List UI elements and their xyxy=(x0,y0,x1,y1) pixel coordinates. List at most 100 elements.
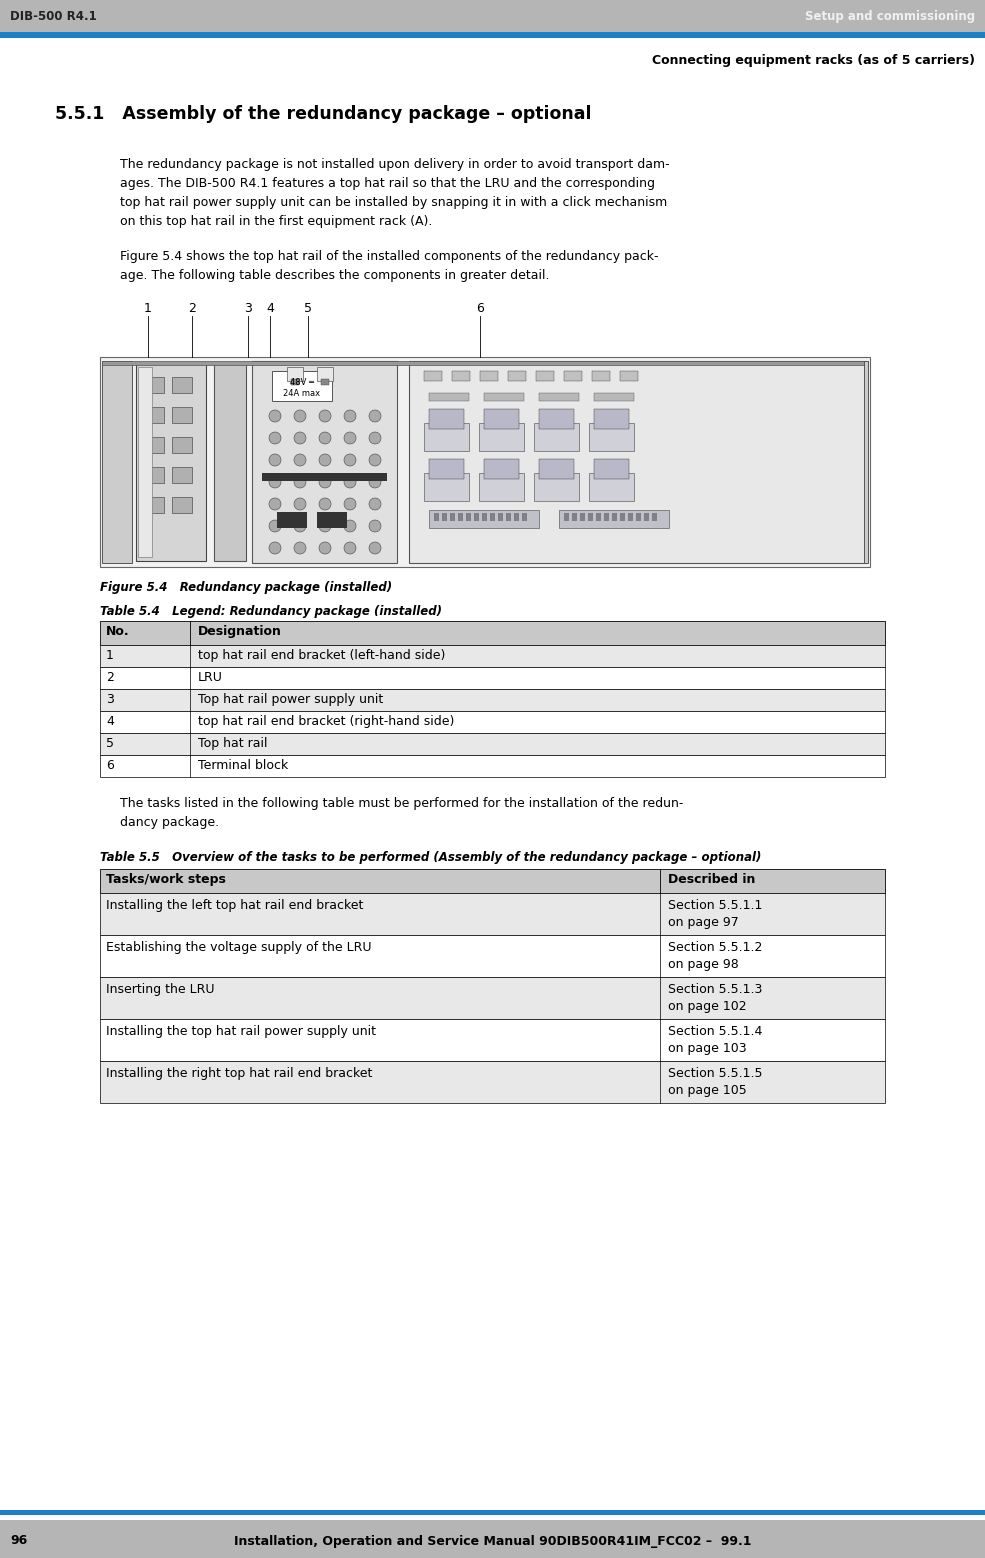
Circle shape xyxy=(319,410,331,422)
Circle shape xyxy=(344,453,356,466)
Bar xyxy=(604,513,609,520)
Text: on page 103: on page 103 xyxy=(668,1042,747,1055)
Bar xyxy=(172,436,192,453)
Bar xyxy=(144,436,164,453)
Bar xyxy=(429,393,469,400)
Bar xyxy=(539,410,574,428)
Text: The redundancy package is not installed upon delivery in order to avoid transpor: The redundancy package is not installed … xyxy=(120,157,670,171)
Bar xyxy=(252,361,397,562)
Bar xyxy=(484,393,524,400)
Text: age. The following table describes the components in greater detail.: age. The following table describes the c… xyxy=(120,270,550,282)
Bar xyxy=(594,393,634,400)
Bar xyxy=(592,371,610,382)
Bar xyxy=(272,371,332,400)
Bar xyxy=(442,513,447,520)
Circle shape xyxy=(369,499,381,509)
Text: Described in: Described in xyxy=(668,872,755,887)
Bar xyxy=(479,474,524,502)
Text: dancy package.: dancy package. xyxy=(120,816,219,829)
Text: 24A max: 24A max xyxy=(284,390,320,397)
Bar xyxy=(172,407,192,424)
Bar xyxy=(534,424,579,450)
Bar xyxy=(506,513,511,520)
Bar xyxy=(100,645,885,667)
Bar xyxy=(636,513,641,520)
Bar xyxy=(172,377,192,393)
Circle shape xyxy=(319,542,331,555)
Circle shape xyxy=(344,477,356,488)
Text: Figure 5.4 shows the top hat rail of the installed components of the redundancy : Figure 5.4 shows the top hat rail of the… xyxy=(120,249,659,263)
Bar xyxy=(480,371,498,382)
Circle shape xyxy=(369,410,381,422)
Circle shape xyxy=(294,477,306,488)
Bar xyxy=(0,1521,985,1558)
Text: 2: 2 xyxy=(188,302,196,315)
Bar xyxy=(100,622,885,645)
Text: DIB-500 R4.1: DIB-500 R4.1 xyxy=(10,9,97,22)
Bar xyxy=(262,474,387,481)
Circle shape xyxy=(369,542,381,555)
Bar xyxy=(291,379,299,385)
Circle shape xyxy=(369,432,381,444)
Text: on this top hat rail in the first equipment rack (A).: on this top hat rail in the first equipm… xyxy=(120,215,432,227)
Circle shape xyxy=(319,499,331,509)
Text: Installing the right top hat rail end bracket: Installing the right top hat rail end br… xyxy=(106,1067,372,1080)
Bar xyxy=(317,368,333,382)
Text: LRU: LRU xyxy=(198,671,223,684)
Circle shape xyxy=(344,520,356,531)
Circle shape xyxy=(344,542,356,555)
Bar xyxy=(0,0,985,33)
Text: on page 97: on page 97 xyxy=(668,916,739,929)
Bar xyxy=(484,410,519,428)
Text: 6: 6 xyxy=(476,302,484,315)
Bar xyxy=(458,513,463,520)
Circle shape xyxy=(319,432,331,444)
Text: Installing the top hat rail power supply unit: Installing the top hat rail power supply… xyxy=(106,1025,376,1038)
Bar xyxy=(539,393,579,400)
Text: 3: 3 xyxy=(106,693,114,706)
Bar xyxy=(474,513,479,520)
Bar xyxy=(429,410,464,428)
Text: 5: 5 xyxy=(304,302,312,315)
Bar xyxy=(100,667,885,689)
Circle shape xyxy=(294,520,306,531)
Bar xyxy=(482,513,487,520)
Text: 4: 4 xyxy=(106,715,114,728)
Bar xyxy=(628,513,633,520)
Circle shape xyxy=(269,432,281,444)
Bar xyxy=(429,509,539,528)
Text: top hat rail power supply unit can be installed by snapping it in with a click m: top hat rail power supply unit can be in… xyxy=(120,196,667,209)
Bar xyxy=(479,424,524,450)
Circle shape xyxy=(344,499,356,509)
Text: Terminal block: Terminal block xyxy=(198,759,289,773)
Bar xyxy=(434,513,439,520)
Circle shape xyxy=(269,520,281,531)
Circle shape xyxy=(369,477,381,488)
Text: 5: 5 xyxy=(106,737,114,749)
Bar xyxy=(100,732,885,756)
Text: Designation: Designation xyxy=(198,625,282,637)
Bar xyxy=(620,371,638,382)
Bar xyxy=(100,756,885,777)
Bar xyxy=(100,869,885,893)
Bar xyxy=(596,513,601,520)
Bar xyxy=(580,513,585,520)
Bar xyxy=(138,368,152,558)
Text: ages. The DIB-500 R4.1 features a top hat rail so that the LRU and the correspon: ages. The DIB-500 R4.1 features a top ha… xyxy=(120,178,655,190)
Text: on page 102: on page 102 xyxy=(668,1000,747,1013)
Text: on page 105: on page 105 xyxy=(668,1084,747,1097)
Text: top hat rail end bracket (right-hand side): top hat rail end bracket (right-hand sid… xyxy=(198,715,454,728)
Bar xyxy=(652,513,657,520)
Bar xyxy=(100,710,885,732)
Bar xyxy=(100,357,870,567)
Bar xyxy=(620,513,625,520)
Bar xyxy=(522,513,527,520)
Circle shape xyxy=(319,520,331,531)
Text: Section 5.5.1.1: Section 5.5.1.1 xyxy=(668,899,762,911)
Bar xyxy=(100,893,885,935)
Text: Top hat rail power supply unit: Top hat rail power supply unit xyxy=(198,693,383,706)
Bar xyxy=(102,361,868,365)
Text: 48V ═: 48V ═ xyxy=(290,379,314,386)
Circle shape xyxy=(269,542,281,555)
Bar xyxy=(100,1019,885,1061)
